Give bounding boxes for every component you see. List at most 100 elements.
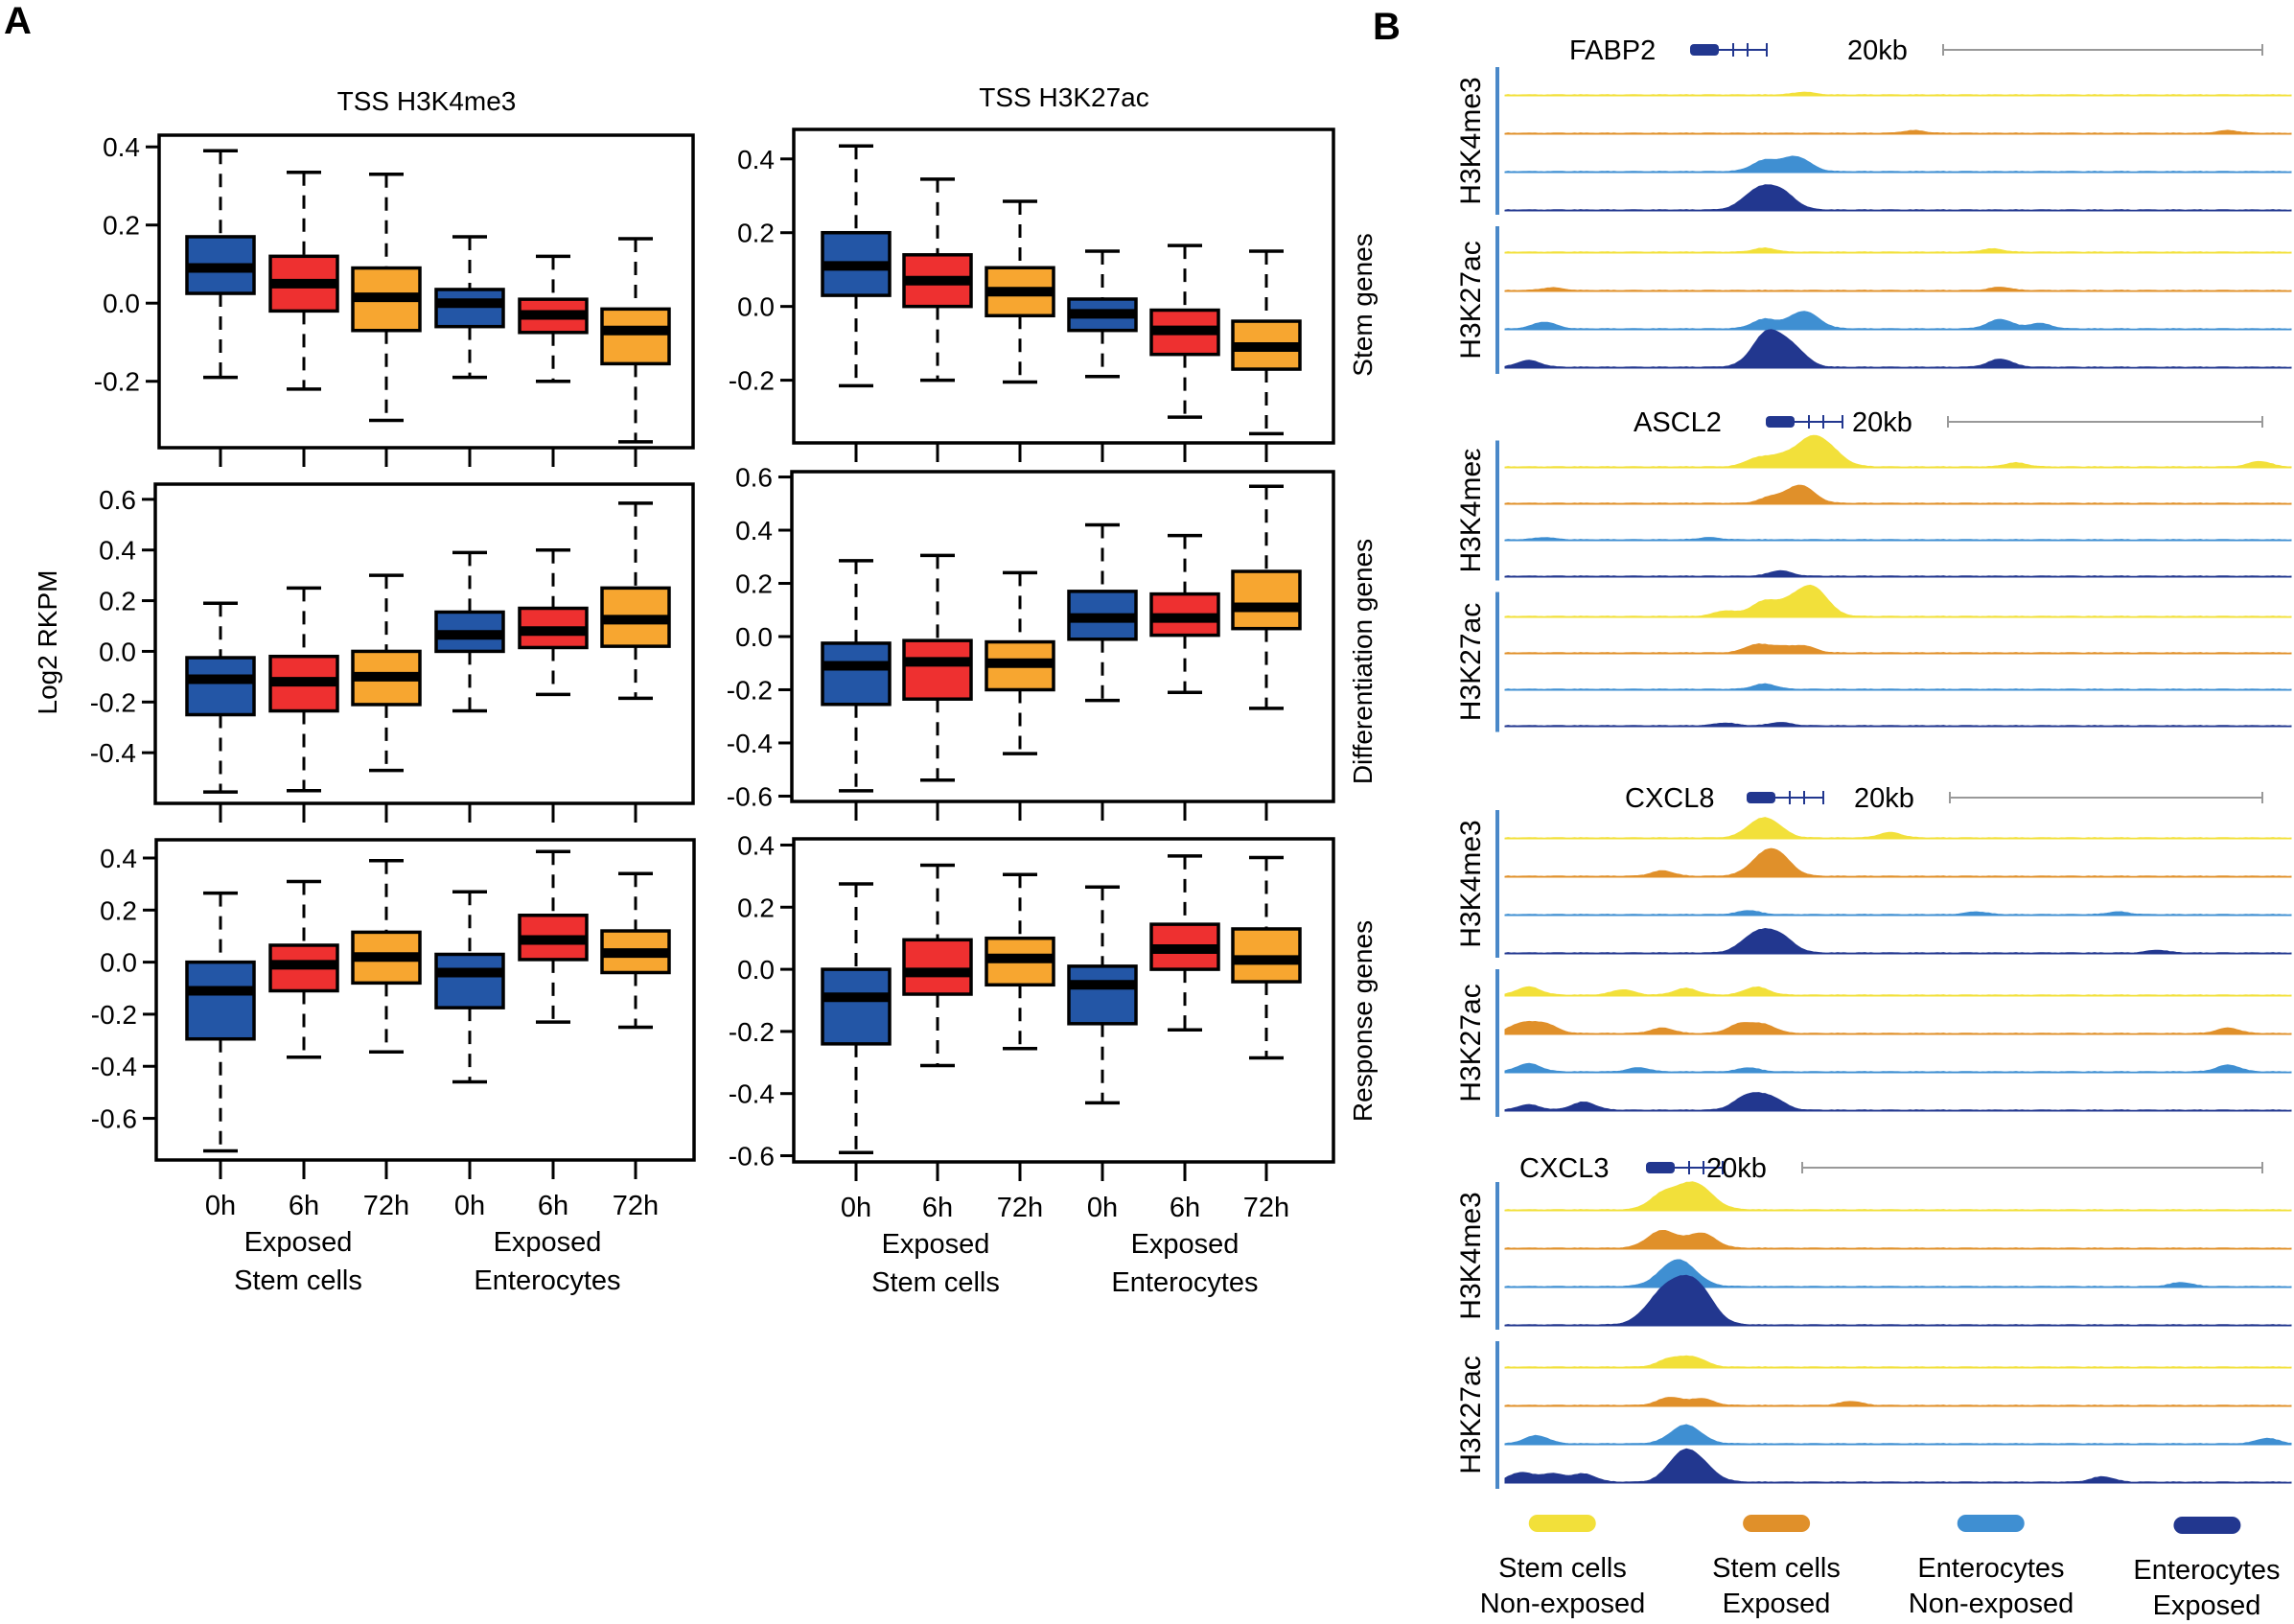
y-tick-label: -0.2: [727, 675, 773, 705]
box-0h: [434, 550, 505, 713]
mark-label: H3K27ac: [1455, 241, 1487, 359]
box-iqr: [185, 656, 256, 717]
y-tick-label: 0.0: [99, 637, 136, 666]
boxplot-panel-h3k27ac-resp: -0.6 -0.4 -0.2 0.0 0.2 0.4: [729, 830, 1335, 1181]
signal-track: [1504, 584, 2292, 618]
x-tick-label: 6h: [288, 1191, 320, 1221]
signal-track: [1504, 434, 2292, 469]
x-tick-label: 0h: [204, 1191, 237, 1221]
box-0h: [1067, 522, 1138, 703]
boxplot-panel-h3k4me3-diff: -0.4 -0.2 0.0 0.2 0.4 0.6: [90, 482, 695, 823]
signal-track: [1504, 484, 2292, 505]
box-6h: [268, 879, 339, 1059]
y-tick-label: -0.4: [90, 738, 136, 768]
legend-swatch: [1742, 1515, 1810, 1532]
y-tick-label: 0.0: [737, 955, 775, 985]
legend-label-line1: Enterocytes: [1917, 1553, 2065, 1584]
signal-track: [1504, 722, 2292, 728]
y-tick-label: -0.4: [727, 729, 773, 758]
mark-label: H3K27ac: [1455, 1356, 1487, 1473]
box-6h: [1149, 533, 1220, 695]
signal-track: [1504, 287, 2292, 292]
legend-swatch: [1529, 1515, 1596, 1532]
y-tick-label: -0.2: [94, 367, 140, 397]
box-72h: [985, 199, 1055, 384]
y-tick-label: 0.2: [737, 219, 775, 248]
legend-item: Enterocytes Non-exposed: [1909, 1515, 2074, 1622]
box-iqr: [185, 960, 256, 1041]
box-6h: [1149, 854, 1220, 1032]
x-group-line1: Exposed: [493, 1227, 602, 1258]
x-group-line1: Exposed: [1130, 1229, 1240, 1260]
signal-track: [1504, 1274, 2292, 1327]
scale-label: 20kb: [1852, 407, 1912, 438]
x-group-stem-right: Exposed Stem cells: [871, 1225, 1000, 1302]
signal-track: [1504, 1448, 2292, 1484]
x-group-line2: Stem cells: [234, 1265, 362, 1296]
x-tick-label: 72h: [996, 1193, 1044, 1223]
box-iqr: [821, 641, 892, 707]
legend-label-line1: Enterocytes: [2133, 1555, 2281, 1586]
box-72h: [351, 173, 422, 423]
x-group-line2: Enterocytes: [1111, 1267, 1259, 1298]
plot-frame: [153, 482, 695, 805]
y-tick-label: -0.2: [90, 687, 136, 717]
legend-item: Stem cells Non-exposed: [1479, 1515, 1646, 1622]
scale-bar: [1801, 1162, 2263, 1173]
signal-track: [1504, 246, 2292, 254]
signal-track: [1504, 927, 2292, 955]
box-72h: [985, 570, 1055, 755]
legend-label-line2: Non-exposed: [1908, 1589, 2074, 1619]
scale-label: 20kb: [1706, 1153, 1767, 1184]
legend-item: Enterocytes Exposed: [2133, 1517, 2281, 1624]
boxplot-panel-h3k4me3-resp: -0.6 -0.4 -0.2 0.0 0.2 0.4: [91, 838, 696, 1179]
gene-name: ASCL2: [1634, 407, 1722, 438]
scale-bar: [1947, 416, 2263, 428]
signal-track: [1504, 1424, 2292, 1446]
plot-frame: [154, 838, 696, 1162]
signal-track: [1504, 569, 2292, 578]
y-tick-label: 0.6: [735, 463, 773, 493]
y-tick-label: -0.6: [727, 781, 773, 811]
box-iqr: [1231, 569, 1302, 631]
box-6h: [518, 547, 589, 697]
legend-label-line2: Non-exposed: [1479, 1589, 1646, 1619]
gene-name: CXCL3: [1519, 1153, 1610, 1184]
x-group-stem-left: Exposed Stem cells: [234, 1223, 362, 1300]
signal-track: [1504, 311, 2292, 331]
signal-track: [1504, 1230, 2292, 1250]
plot-frame: [792, 128, 1335, 445]
box-iqr: [434, 952, 505, 1009]
x-group-enterocytes-left: Exposed Enterocytes: [474, 1223, 620, 1300]
box-iqr: [902, 938, 973, 996]
y-tick-label: 0.2: [103, 211, 140, 241]
legend-swatch: [2172, 1517, 2240, 1534]
signal-track: [1504, 986, 2292, 997]
y-tick-label: 0.4: [99, 536, 136, 566]
box-iqr: [600, 307, 671, 366]
signal-track: [1504, 1181, 2292, 1212]
box-72h: [600, 237, 671, 444]
box-0h: [821, 144, 892, 388]
signal-track: [1504, 1397, 2292, 1407]
signal-track: [1504, 184, 2292, 212]
locus-cxcl3: CXCL3 20kb H3K4me3 H3K27ac: [1455, 1153, 2292, 1489]
x-group-line2: Stem cells: [871, 1267, 1000, 1298]
signal-track: [1504, 537, 2292, 542]
y-tick-label: 0.6: [99, 485, 136, 515]
box-6h: [1149, 244, 1220, 419]
box-72h: [600, 871, 671, 1030]
x-tick-label: 0h: [840, 1193, 872, 1223]
box-0h: [1067, 885, 1138, 1105]
x-tick-label: 0h: [1086, 1193, 1119, 1223]
box-0h: [434, 890, 505, 1084]
mark-label: H3K27ac: [1455, 984, 1487, 1102]
signal-track: [1504, 910, 2292, 916]
mark-label: H3K27ac: [1455, 603, 1487, 721]
y-tick-label: 0.4: [735, 516, 773, 545]
signal-track: [1504, 329, 2292, 369]
signal-track: [1504, 1355, 2292, 1369]
boxplot-panel-h3k4me3-stem: -0.2 0.0 0.2 0.4: [94, 132, 695, 467]
box-iqr: [902, 638, 973, 701]
